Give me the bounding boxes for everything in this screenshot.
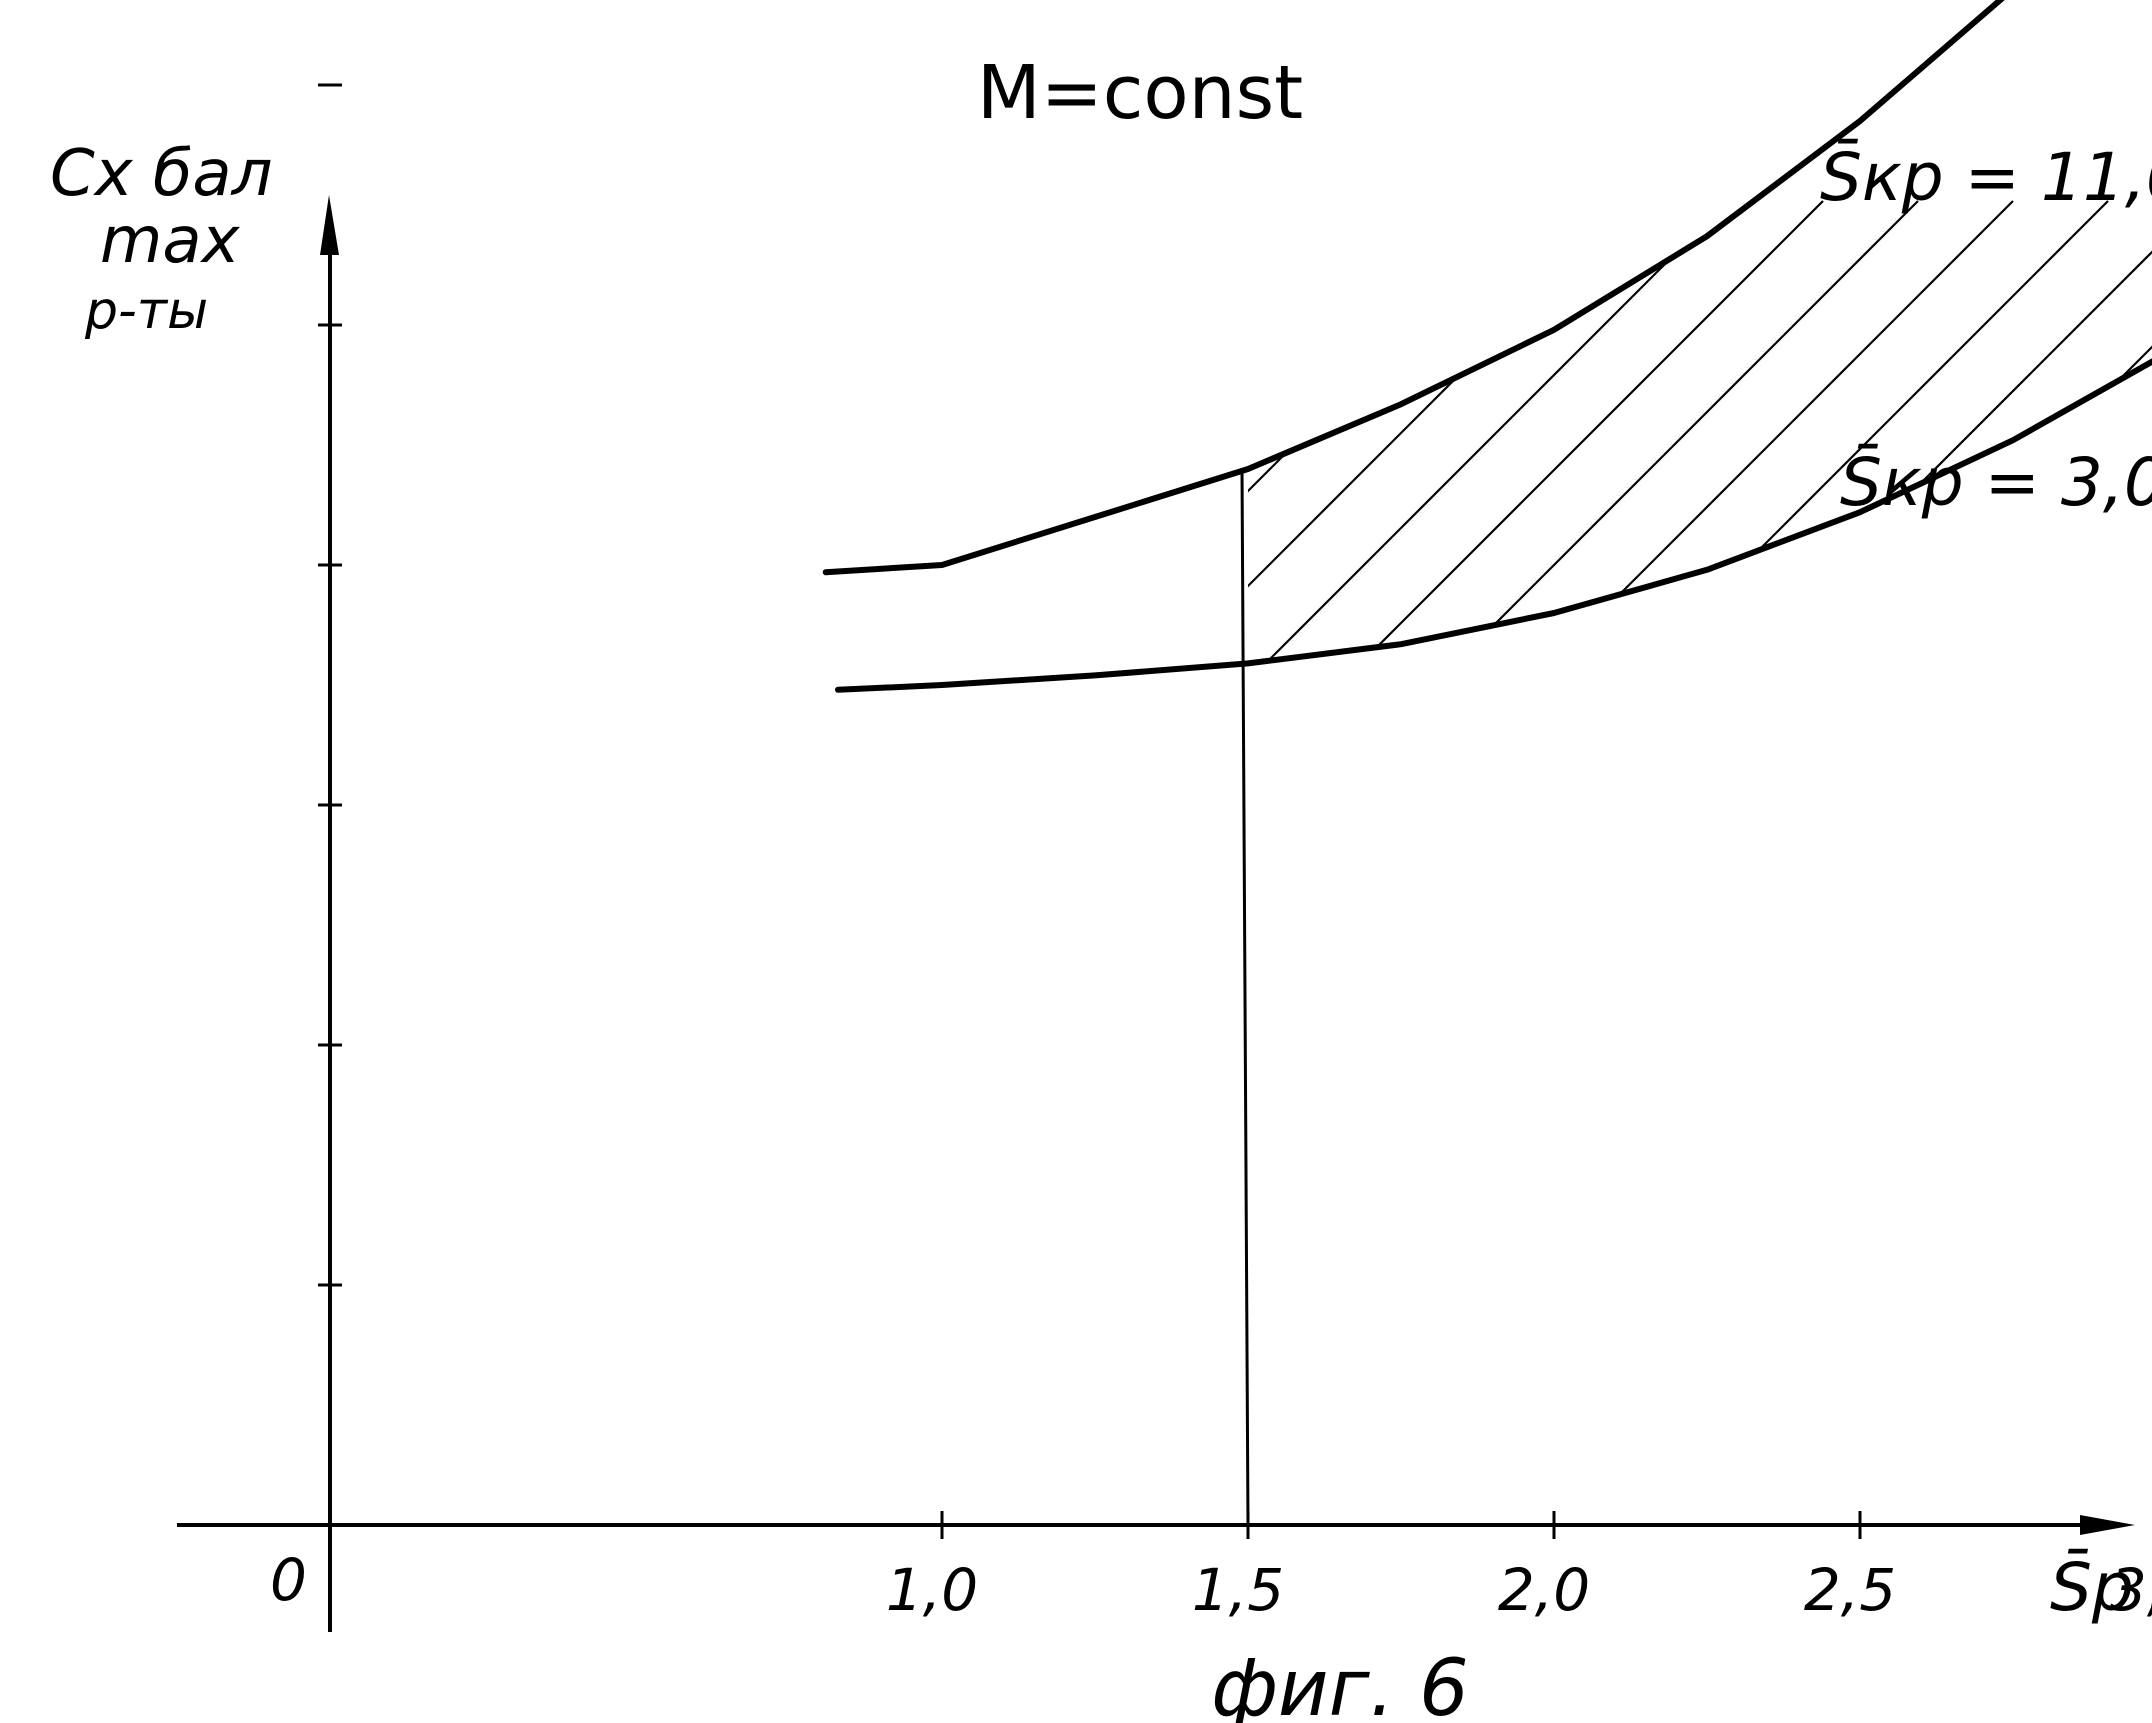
x-tick-label: 1,0 [886,1556,978,1624]
hatch-line [1882,200,2152,664]
x-axis-arrow [2080,1515,2135,1535]
hatch-line [1248,200,1539,664]
series-line-0 [822,0,2005,576]
shaded-region-hatch [1248,200,2152,664]
y-axis-title-line3: р-ты [84,281,208,341]
hatch-line [1502,200,2152,664]
hatch-line [1248,200,1634,664]
y-axis-title-line2: max [100,204,241,278]
hatch-line [1248,200,1824,664]
y-axis-title-line1: Cx бал [50,137,273,211]
series-label-1: S̄кр = 3,0 [1840,444,2152,521]
hatch-line [1312,200,2014,664]
hatch-line [1248,200,1444,664]
x-axis-title: S̄р [2050,1549,2134,1626]
hatch-line [1597,200,2152,664]
figure-caption: фиг. 6 [1211,1644,1469,1723]
series-line-1 [835,358,2152,693]
hatch-line [2072,200,2152,664]
x-tick-label: 1,5 [1192,1556,1284,1624]
hatch-line [1248,200,1919,664]
x-tick-label: 2,0 [1498,1556,1590,1624]
x-tick-label: 2,5 [1804,1556,1896,1624]
y-axis-arrow [320,195,339,255]
series-label-0: S̄кр = 11,0 [1820,139,2152,216]
chart-title: M=const [977,50,1303,136]
origin-label: 0 [270,1546,307,1614]
hatch-line [1248,200,1729,664]
vertical-boundary-line [1240,468,1250,1526]
x-tick-label: 3,0 [2110,1556,2152,1624]
